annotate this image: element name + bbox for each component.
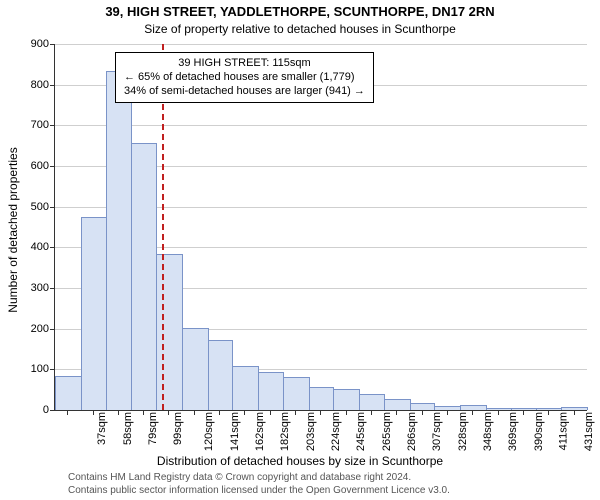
x-tick-label: 411sqm: [557, 412, 569, 450]
credit-line-1: Contains HM Land Registry data © Crown c…: [68, 472, 450, 485]
histogram-bar: [410, 403, 435, 410]
x-tick-mark: [422, 410, 423, 415]
x-tick-mark: [143, 410, 144, 415]
histogram-bar: [258, 372, 285, 410]
x-tick-label: 141sqm: [229, 412, 241, 451]
y-tick-mark: [50, 247, 55, 248]
y-tick-mark: [50, 288, 55, 289]
x-tick-label: 120sqm: [204, 412, 216, 451]
y-tick-mark: [50, 207, 55, 208]
x-tick-mark: [472, 410, 473, 415]
annotation-line-1: 39 HIGH STREET: 115sqm: [124, 57, 365, 71]
chart-title: 39, HIGH STREET, YADDLETHORPE, SCUNTHORP…: [0, 4, 600, 19]
x-tick-mark: [320, 410, 321, 415]
histogram-bar: [232, 366, 259, 410]
y-tick-label: 200: [31, 323, 49, 335]
x-tick-label: 37sqm: [96, 412, 108, 445]
histogram-bar: [333, 389, 360, 410]
x-tick-mark: [168, 410, 169, 415]
histogram-bar: [208, 340, 233, 410]
x-tick-mark: [295, 410, 296, 415]
x-tick-mark: [194, 410, 195, 415]
x-tick-mark: [523, 410, 524, 415]
y-tick-mark: [50, 85, 55, 86]
y-tick-mark: [50, 44, 55, 45]
y-tick-label: 500: [31, 201, 49, 213]
y-tick-mark: [50, 125, 55, 126]
x-tick-label: 328sqm: [457, 412, 469, 451]
x-tick-label: 286sqm: [406, 412, 418, 451]
annotation-line-3: 34% of semi-detached houses are larger (…: [124, 85, 365, 99]
x-tick-mark: [548, 410, 549, 415]
histogram-bar: [486, 408, 513, 410]
plot-area: 010020030040050060070080090037sqm58sqm79…: [54, 44, 587, 411]
x-tick-label: 390sqm: [533, 412, 545, 451]
y-tick-mark: [50, 369, 55, 370]
y-tick-label: 900: [31, 38, 49, 50]
histogram-bar: [283, 377, 310, 410]
y-tick-label: 300: [31, 282, 49, 294]
histogram-bar: [131, 143, 158, 410]
x-tick-mark: [447, 410, 448, 415]
x-tick-mark: [219, 410, 220, 415]
x-tick-mark: [346, 410, 347, 415]
x-tick-mark: [67, 410, 68, 415]
x-tick-mark: [396, 410, 397, 415]
x-tick-mark: [118, 410, 119, 415]
x-tick-mark: [270, 410, 271, 415]
histogram-bar: [55, 376, 82, 410]
histogram-bar: [561, 407, 588, 410]
x-tick-label: 307sqm: [431, 412, 443, 451]
y-tick-label: 400: [31, 241, 49, 253]
chart-container: 39, HIGH STREET, YADDLETHORPE, SCUNTHORP…: [0, 0, 600, 500]
histogram-bar: [384, 399, 411, 410]
x-tick-label: 224sqm: [330, 412, 342, 451]
histogram-bar: [182, 328, 209, 410]
y-tick-label: 100: [31, 363, 49, 375]
y-tick-label: 800: [31, 79, 49, 91]
histogram-bar: [359, 394, 386, 410]
histogram-bar: [156, 254, 183, 410]
y-tick-label: 600: [31, 160, 49, 172]
gridline: [55, 44, 587, 45]
x-tick-label: 203sqm: [305, 412, 317, 451]
x-tick-label: 245sqm: [356, 412, 368, 451]
x-tick-label: 369sqm: [507, 412, 519, 451]
histogram-bar: [309, 387, 334, 410]
credit-line-2: Contains public sector information licen…: [68, 485, 450, 498]
x-tick-label: 431sqm: [583, 412, 595, 451]
gridline: [55, 125, 587, 126]
histogram-bar: [511, 408, 536, 410]
x-tick-label: 265sqm: [381, 412, 393, 451]
y-tick-mark: [50, 166, 55, 167]
x-axis-label: Distribution of detached houses by size …: [0, 454, 600, 468]
y-tick-mark: [50, 410, 55, 411]
chart-subtitle: Size of property relative to detached ho…: [0, 22, 600, 36]
x-tick-mark: [498, 410, 499, 415]
histogram-bar: [460, 405, 487, 410]
histogram-bar: [81, 217, 108, 410]
histogram-bar: [106, 71, 131, 410]
x-tick-mark: [574, 410, 575, 415]
y-tick-label: 700: [31, 119, 49, 131]
x-tick-mark: [244, 410, 245, 415]
credit-text: Contains HM Land Registry data © Crown c…: [68, 472, 450, 497]
x-tick-mark: [371, 410, 372, 415]
x-tick-label: 162sqm: [254, 412, 266, 451]
x-tick-label: 348sqm: [482, 412, 494, 451]
x-tick-mark: [93, 410, 94, 415]
x-tick-label: 58sqm: [122, 412, 134, 445]
y-tick-label: 0: [43, 404, 49, 416]
annotation-line-2: ← 65% of detached houses are smaller (1,…: [124, 71, 365, 85]
x-tick-label: 182sqm: [280, 412, 292, 451]
annotation-box: 39 HIGH STREET: 115sqm← 65% of detached …: [115, 52, 374, 103]
x-tick-label: 99sqm: [172, 412, 184, 445]
y-tick-mark: [50, 329, 55, 330]
x-tick-label: 79sqm: [147, 412, 159, 445]
